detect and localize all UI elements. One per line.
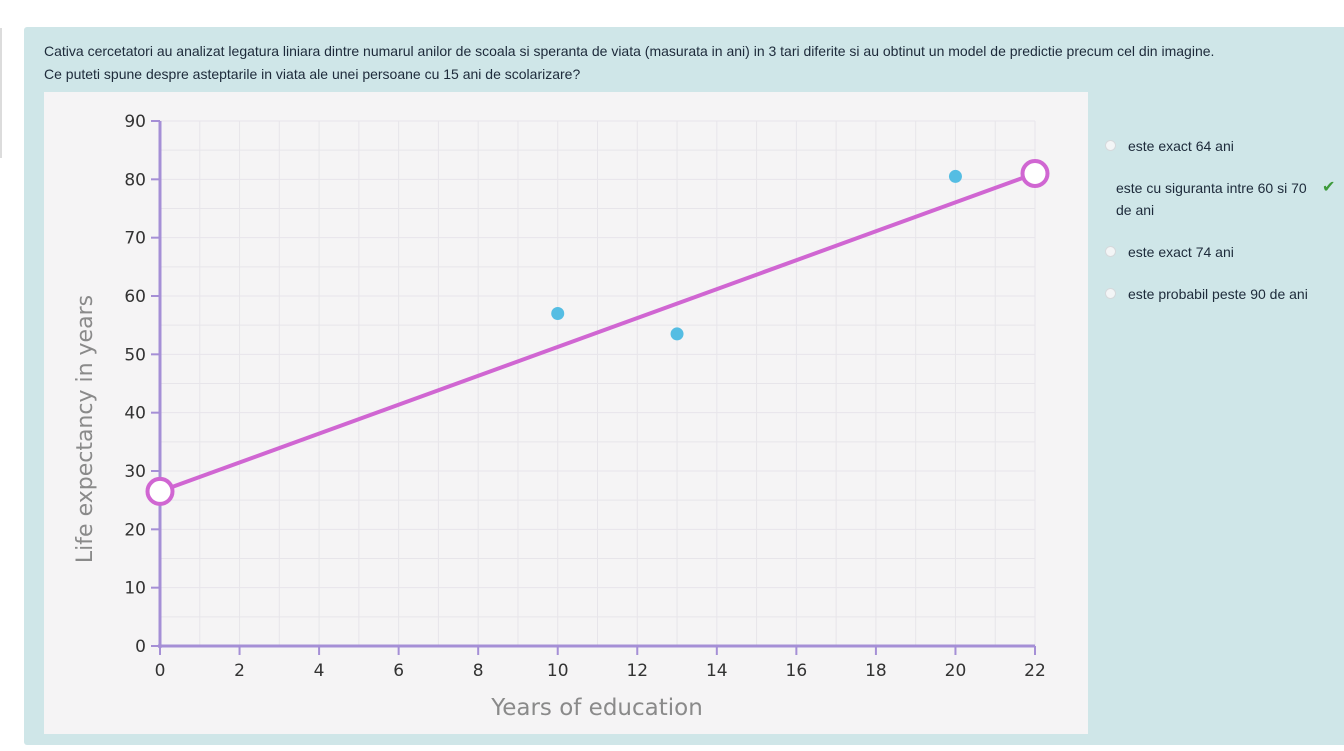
answer-label-4: este probabil peste 90 de ani (1128, 286, 1308, 302)
line-handle-start[interactable] (145, 476, 175, 506)
chart-ticks: 0 2 4 6 8 10 12 14 16 18 20 22 0 10 20 30 40 50 60 70 80 90 (124, 112, 1045, 681)
radio-option-3[interactable] (1105, 246, 1116, 257)
x-tick-label: 8 (473, 661, 484, 681)
radio-option-4[interactable] (1105, 288, 1116, 299)
y-tick-label: 10 (124, 579, 146, 599)
answer-options: este exact 64 ani este cu siguranta intr… (1104, 135, 1344, 325)
chart-axes (158, 121, 1035, 648)
y-tick-label: 50 (124, 345, 146, 365)
x-tick-label: 14 (706, 661, 728, 681)
question-line-1: Cativa cercetatori au analizat legatura … (44, 43, 1215, 59)
answer-option-1[interactable]: este exact 64 ani (1104, 135, 1344, 177)
x-tick-label: 12 (626, 661, 648, 681)
y-tick-label: 40 (124, 404, 146, 424)
x-axis-label: Years of education (490, 695, 703, 721)
y-tick-label: 30 (124, 462, 146, 482)
chart-grid (159, 120, 1036, 647)
answer-option-3[interactable]: este exact 74 ani (1104, 241, 1344, 283)
regression-line (159, 171, 1036, 494)
radio-option-1[interactable] (1105, 140, 1116, 151)
chart-container: 0 2 4 6 8 10 12 14 16 18 20 22 0 10 20 30 40 50 60 70 80 90 Y… (44, 92, 1088, 734)
question-line-2: Ce puteti spune despre asteptarile in vi… (44, 66, 581, 82)
x-tick-label: 16 (786, 661, 808, 681)
x-tick-label: 20 (945, 661, 967, 681)
x-tick-label: 4 (314, 661, 325, 681)
question-panel: Cativa cercetatori au analizat legatura … (24, 27, 1344, 745)
x-tick-label: 6 (393, 661, 404, 681)
chart-marks (145, 159, 1050, 506)
y-tick-label: 60 (124, 287, 146, 307)
checkmark-icon: ✔ (1322, 179, 1336, 196)
y-axis-label: Life expectancy in years (73, 295, 98, 563)
answer-label-1: este exact 64 ani (1128, 138, 1234, 154)
x-tick-label: 10 (547, 661, 569, 681)
data-point (670, 327, 684, 341)
x-tick-label: 22 (1024, 661, 1046, 681)
y-tick-label: 80 (124, 170, 146, 190)
data-point (551, 307, 565, 320)
answer-label-3: este exact 74 ani (1128, 244, 1234, 260)
x-tick-label: 2 (234, 661, 245, 681)
data-point (948, 169, 962, 183)
y-tick-label: 0 (135, 637, 146, 657)
left-border (0, 28, 2, 158)
question-text: Cativa cercetatori au analizat legatura … (44, 40, 1334, 86)
answer-option-4[interactable]: este probabil peste 90 de ani (1104, 283, 1344, 325)
answer-option-2[interactable]: este cu siguranta intre 60 si 70 de ani … (1104, 177, 1344, 241)
x-tick-label: 18 (865, 661, 887, 681)
y-tick-label: 20 (124, 520, 146, 540)
line-handle-end[interactable] (1020, 159, 1050, 188)
x-tick-label: 0 (155, 661, 166, 681)
answer-label-2: este cu siguranta intre 60 si 70 de ani (1116, 180, 1307, 218)
y-tick-label: 90 (124, 112, 146, 132)
y-tick-label: 70 (124, 229, 146, 249)
regression-chart[interactable]: 0 2 4 6 8 10 12 14 16 18 20 22 0 10 20 30 40 50 60 70 80 90 Y… (44, 92, 1088, 734)
